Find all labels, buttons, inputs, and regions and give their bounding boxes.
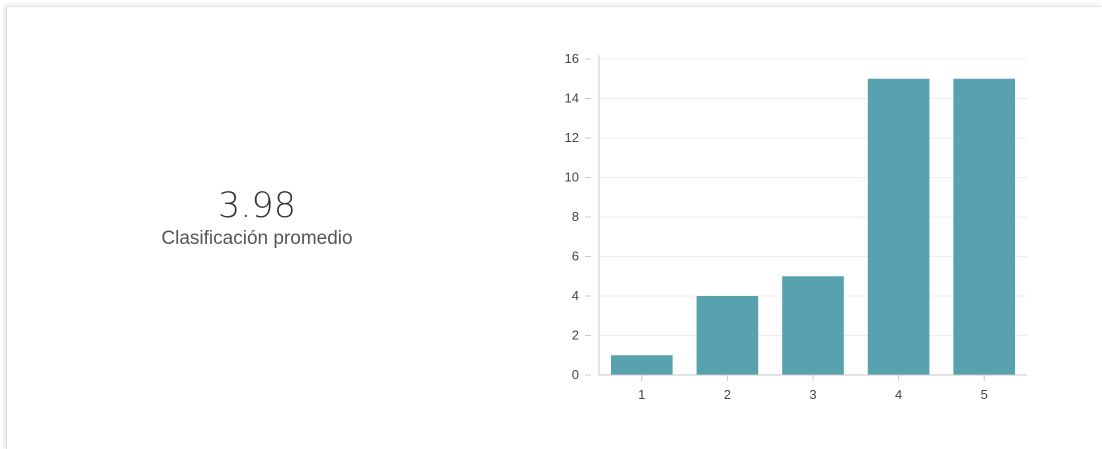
y-tick-label: 0 bbox=[572, 367, 579, 382]
x-tick-label: 3 bbox=[809, 387, 816, 402]
average-rating-block: 3.98 Clasificación promedio bbox=[117, 185, 397, 251]
x-tick-label: 1 bbox=[638, 387, 645, 402]
y-tick-label: 10 bbox=[565, 170, 579, 185]
bar-rating-5[interactable] bbox=[953, 78, 1016, 375]
y-tick-label: 12 bbox=[565, 130, 579, 145]
y-tick-label: 6 bbox=[572, 249, 579, 264]
bar-rating-2[interactable] bbox=[696, 296, 759, 375]
bar-rating-4[interactable] bbox=[867, 78, 930, 375]
y-tick-label: 14 bbox=[565, 91, 579, 106]
y-tick-label: 8 bbox=[572, 209, 579, 224]
y-tick-label: 2 bbox=[572, 328, 579, 343]
average-rating-value: 3.98 bbox=[218, 186, 296, 226]
grid-lines bbox=[599, 58, 1027, 336]
bar-rating-1[interactable] bbox=[610, 355, 673, 375]
x-axis: 1 2 3 4 5 bbox=[599, 374, 1027, 402]
y-tick-label: 4 bbox=[572, 288, 579, 303]
average-rating-label: Clasificación promedio bbox=[161, 228, 353, 249]
x-tick-label: 2 bbox=[724, 387, 731, 402]
rating-summary-card: 3.98 Clasificación promedio 0 2 4 6 8 10 12 14 1… bbox=[6, 6, 1102, 449]
x-tick-label: 4 bbox=[895, 387, 902, 402]
bar-rating-3[interactable] bbox=[782, 276, 844, 375]
x-tick-label: 5 bbox=[981, 387, 988, 402]
bars bbox=[610, 78, 1016, 375]
y-axis: 0 2 4 6 8 10 12 14 16 bbox=[565, 51, 600, 382]
y-tick-label: 16 bbox=[565, 51, 579, 66]
